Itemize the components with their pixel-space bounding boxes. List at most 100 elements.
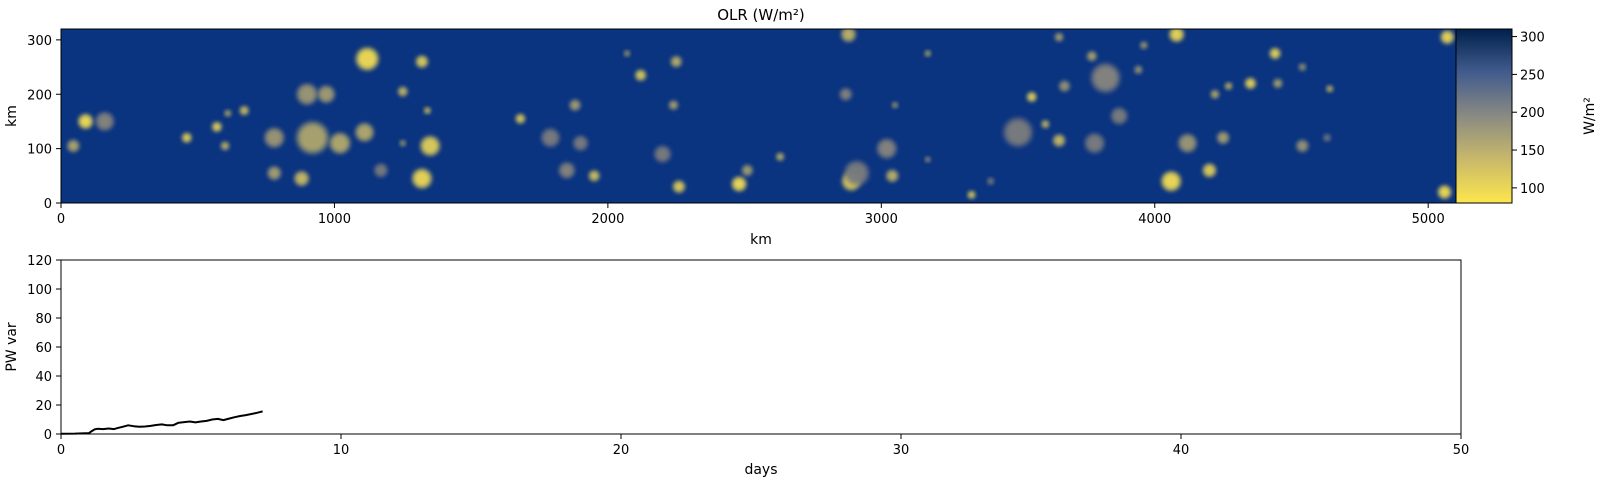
line-x-ticks: 0 10 20 30 40 50 bbox=[57, 434, 1469, 458]
heatmap-x-tick-label: 5000 bbox=[1412, 212, 1445, 227]
colorbar-gradient bbox=[1455, 28, 1513, 204]
convective-cell bbox=[221, 142, 229, 150]
line-x-tick-label: 0 bbox=[57, 443, 65, 458]
line-y-ticks: 0 20 40 60 80 100 120 bbox=[27, 254, 61, 443]
convective-cell bbox=[671, 57, 681, 66]
heatmap-y-tick-label: 100 bbox=[27, 143, 52, 158]
convective-cell bbox=[968, 191, 975, 198]
heatmap-x-tick-label: 1000 bbox=[318, 212, 351, 227]
convective-cell bbox=[1246, 79, 1255, 88]
convective-cell bbox=[398, 87, 407, 96]
heatmap-y-ticks: 0 100 200 300 bbox=[27, 34, 61, 212]
convective-cell bbox=[846, 162, 868, 184]
olr-heatmap-panel: OLR (W/m²) 0 1000 2000 3000 4000 5000 0 100 200… bbox=[4, 6, 1462, 248]
convective-cell bbox=[1299, 64, 1306, 70]
convective-cell bbox=[516, 114, 525, 123]
convective-cell bbox=[413, 170, 431, 187]
convective-cell bbox=[1441, 31, 1453, 43]
heatmap-y-tick-label: 300 bbox=[27, 34, 52, 49]
heatmap-y-tick-label: 0 bbox=[44, 197, 52, 212]
colorbar-tick-label: 300 bbox=[1520, 31, 1545, 46]
heatmap-x-axis-label: km bbox=[750, 232, 772, 248]
heatmap-x-tick-label: 0 bbox=[57, 212, 65, 227]
convective-cell bbox=[1112, 109, 1127, 123]
convective-cell bbox=[1439, 186, 1451, 198]
convective-cell bbox=[842, 29, 855, 41]
heatmap-x-tick-label: 2000 bbox=[591, 212, 624, 227]
convective-cell bbox=[542, 130, 559, 146]
heatmap-cells bbox=[67, 29, 1455, 199]
convective-cell bbox=[295, 172, 308, 185]
convective-cell bbox=[1055, 33, 1063, 41]
heatmap-y-axis-label: km bbox=[4, 105, 20, 127]
convective-cell bbox=[655, 147, 670, 161]
convective-cell bbox=[1054, 135, 1064, 146]
line-y-axis-label: PW var bbox=[4, 322, 20, 372]
convective-cell bbox=[319, 87, 334, 102]
line-y-tick-label: 0 bbox=[44, 428, 52, 443]
colorbar-tick-label: 200 bbox=[1520, 106, 1545, 121]
pw-var-series-line bbox=[60, 410, 263, 435]
line-x-tick-label: 20 bbox=[613, 443, 630, 458]
line-y-tick-label: 80 bbox=[35, 312, 52, 327]
pw-var-line-panel: 0 10 20 30 40 50 0 20 40 60 80 100 120 days PW var bbox=[4, 254, 1469, 478]
convective-cell bbox=[357, 49, 377, 69]
line-y-tick-label: 120 bbox=[27, 254, 52, 269]
convective-cell bbox=[636, 70, 646, 80]
convective-cell bbox=[1324, 135, 1330, 141]
heatmap-y-tick-label: 200 bbox=[27, 88, 52, 103]
convective-cell bbox=[777, 153, 784, 160]
convective-cell bbox=[1027, 93, 1036, 101]
line-y-tick-label: 100 bbox=[27, 283, 52, 298]
line-plot-frame bbox=[60, 259, 1462, 435]
heatmap-x-tick-label: 4000 bbox=[1138, 212, 1171, 227]
convective-cell bbox=[68, 140, 79, 151]
line-y-tick-label: 60 bbox=[35, 341, 52, 356]
line-y-tick-label: 20 bbox=[35, 399, 52, 414]
heatmap-x-ticks: 0 1000 2000 3000 4000 5000 bbox=[57, 203, 1445, 227]
convective-cell bbox=[1141, 42, 1147, 49]
convective-cell bbox=[624, 51, 630, 56]
convective-cell bbox=[298, 85, 316, 103]
convective-cell bbox=[331, 134, 349, 152]
heatmap-x-tick-label: 3000 bbox=[865, 212, 898, 227]
convective-cell bbox=[1135, 66, 1142, 73]
convective-cell bbox=[97, 113, 113, 130]
convective-cell bbox=[424, 108, 430, 114]
colorbar-tick-label: 150 bbox=[1520, 144, 1545, 159]
heatmap-background bbox=[61, 29, 1461, 203]
convective-cell bbox=[356, 124, 373, 140]
convective-cell bbox=[1297, 140, 1308, 151]
line-x-tick-label: 40 bbox=[1173, 443, 1190, 458]
convective-cell bbox=[1211, 90, 1219, 98]
convective-cell bbox=[268, 167, 280, 179]
convective-cell bbox=[1225, 83, 1232, 89]
olr-colorbar: 100 150 200 250 300 W/m² bbox=[1455, 28, 1598, 204]
convective-cell bbox=[1086, 134, 1103, 152]
convective-cell bbox=[669, 101, 678, 109]
convective-cell bbox=[1179, 135, 1196, 151]
convective-cell bbox=[1170, 29, 1183, 41]
convective-cell bbox=[298, 124, 327, 152]
convective-cell bbox=[570, 100, 580, 110]
convective-cell bbox=[213, 123, 221, 131]
line-y-tick-label: 40 bbox=[35, 370, 52, 385]
convective-cell bbox=[878, 140, 895, 157]
convective-cell bbox=[589, 171, 599, 181]
convective-cell bbox=[225, 110, 231, 116]
convective-cell bbox=[1274, 79, 1282, 87]
line-x-axis-label: days bbox=[744, 462, 777, 478]
convective-cell bbox=[375, 164, 387, 176]
convective-cell bbox=[1088, 52, 1096, 61]
convective-cell bbox=[574, 137, 587, 150]
convective-cell bbox=[1042, 121, 1049, 128]
convective-cell bbox=[79, 115, 92, 128]
convective-cell bbox=[421, 137, 439, 155]
convective-cell bbox=[1270, 49, 1280, 58]
convective-cell bbox=[742, 166, 752, 175]
heatmap-title: OLR (W/m²) bbox=[717, 6, 805, 24]
convective-cell bbox=[560, 163, 574, 177]
convective-cell bbox=[925, 157, 930, 162]
colorbar-tick-label: 100 bbox=[1520, 182, 1545, 197]
